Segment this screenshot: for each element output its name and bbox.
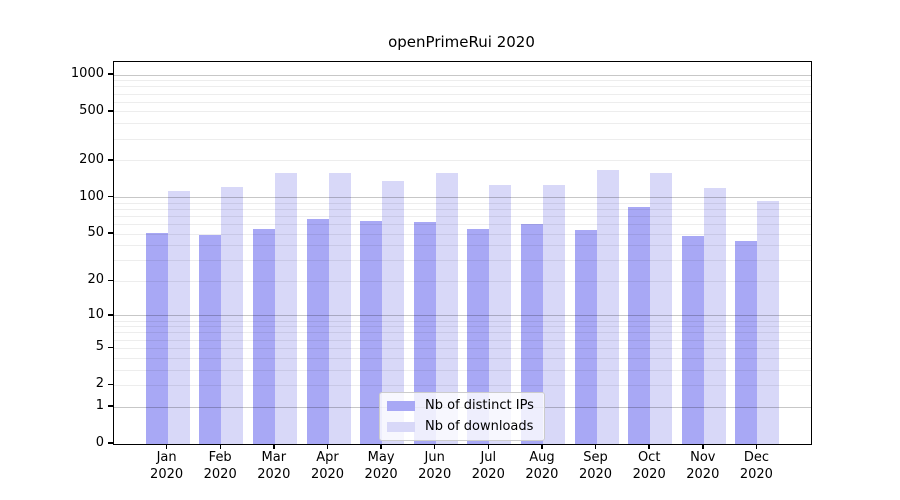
plot-area: Nb of distinct IPs Nb of downloads bbox=[113, 61, 812, 445]
bar-aug-downloads bbox=[542, 184, 565, 444]
bar-apr-distinct-ips bbox=[306, 218, 329, 444]
x-tick-label-sep: Sep 2020 bbox=[578, 450, 613, 482]
x-tick-sep bbox=[594, 444, 597, 449]
x-tick-mar bbox=[273, 444, 275, 449]
x-tick-apr bbox=[326, 444, 329, 449]
legend-label-distinct-ips: Nb of distinct IPs bbox=[425, 398, 534, 413]
x-tick-label-mar: Mar 2020 bbox=[257, 450, 291, 482]
x-tick-feb bbox=[219, 444, 221, 449]
y-tick-1000 bbox=[108, 73, 113, 75]
y-tick-label-5: 5 bbox=[95, 339, 104, 355]
x-tick-label-may: May 2020 bbox=[364, 450, 398, 482]
y-tick-500 bbox=[108, 110, 113, 112]
bar-dec-downloads bbox=[757, 200, 780, 444]
y-tick-label-20: 20 bbox=[87, 272, 104, 288]
y-tick-2 bbox=[108, 383, 113, 386]
x-tick-jul bbox=[487, 444, 490, 449]
bar-jan-downloads bbox=[167, 191, 190, 444]
legend-swatch-distinct-ips bbox=[387, 401, 415, 411]
y-tick-10 bbox=[108, 314, 113, 316]
x-tick-jun bbox=[433, 444, 436, 449]
x-tick-label-jul: Jul 2020 bbox=[471, 450, 505, 482]
y-tick-label-500: 500 bbox=[79, 102, 104, 118]
y-tick-label-10: 10 bbox=[87, 306, 104, 322]
x-tick-dec bbox=[755, 444, 758, 449]
legend-item-distinct-ips: Nb of distinct IPs bbox=[387, 398, 534, 414]
bar-jun-downloads bbox=[435, 172, 458, 444]
x-tick-aug bbox=[541, 444, 543, 449]
y-tick-200 bbox=[108, 159, 113, 161]
bar-mar-downloads bbox=[274, 173, 297, 444]
bar-oct-distinct-ips bbox=[628, 206, 651, 444]
x-tick-label-jun: Jun 2020 bbox=[418, 450, 452, 482]
legend: Nb of distinct IPs Nb of downloads bbox=[379, 392, 545, 441]
bar-jul-distinct-ips bbox=[467, 229, 490, 444]
bar-sep-downloads bbox=[596, 170, 619, 444]
y-tick-label-0: 0 bbox=[95, 435, 104, 450]
x-tick-label-oct: Oct 2020 bbox=[632, 450, 666, 482]
x-tick-label-nov: Nov 2020 bbox=[686, 450, 720, 482]
bar-jul-downloads bbox=[489, 184, 512, 444]
bar-oct-downloads bbox=[650, 172, 673, 444]
y-tick-label-1: 1 bbox=[95, 398, 104, 413]
x-tick-label-dec: Dec 2020 bbox=[739, 450, 773, 482]
bar-jan-distinct-ips bbox=[145, 232, 168, 444]
bar-mar-distinct-ips bbox=[252, 229, 275, 444]
bar-aug-distinct-ips bbox=[520, 224, 543, 444]
x-tick-label-aug: Aug 2020 bbox=[525, 450, 559, 482]
y-tick-label-100: 100 bbox=[79, 188, 104, 204]
x-tick-may bbox=[380, 444, 382, 449]
bar-nov-distinct-ips bbox=[681, 236, 704, 444]
x-tick-jan bbox=[165, 444, 168, 449]
x-tick-label-apr: Apr 2020 bbox=[310, 450, 345, 482]
x-tick-oct bbox=[648, 444, 650, 449]
bar-jun-distinct-ips bbox=[413, 221, 436, 444]
x-tick-nov bbox=[702, 444, 704, 449]
legend-label-downloads: Nb of downloads bbox=[425, 419, 534, 434]
bar-may-distinct-ips bbox=[360, 221, 383, 444]
bar-dec-distinct-ips bbox=[735, 240, 758, 444]
bar-may-downloads bbox=[382, 181, 405, 444]
y-tick-0 bbox=[108, 442, 113, 444]
y-tick-label-50: 50 bbox=[87, 225, 104, 240]
y-tick-5 bbox=[108, 346, 113, 348]
bars-layer bbox=[114, 62, 811, 444]
y-tick-label-1000: 1000 bbox=[70, 66, 104, 81]
legend-swatch-downloads bbox=[387, 422, 415, 432]
bar-feb-downloads bbox=[221, 187, 244, 444]
bar-sep-distinct-ips bbox=[574, 229, 597, 444]
bar-feb-distinct-ips bbox=[199, 235, 222, 444]
y-tick-1 bbox=[108, 405, 113, 407]
bar-apr-downloads bbox=[328, 173, 351, 444]
y-tick-50 bbox=[108, 232, 113, 234]
x-tick-label-jan: Jan 2020 bbox=[150, 450, 184, 482]
chart-title: openPrimeRui 2020 bbox=[388, 33, 535, 51]
y-tick-20 bbox=[108, 279, 113, 282]
y-tick-label-200: 200 bbox=[79, 151, 104, 167]
legend-item-downloads: Nb of downloads bbox=[387, 419, 534, 435]
y-tick-100 bbox=[108, 195, 113, 198]
bar-nov-downloads bbox=[703, 188, 726, 444]
y-tick-label-2: 2 bbox=[95, 376, 104, 392]
x-tick-label-feb: Feb 2020 bbox=[203, 450, 237, 482]
